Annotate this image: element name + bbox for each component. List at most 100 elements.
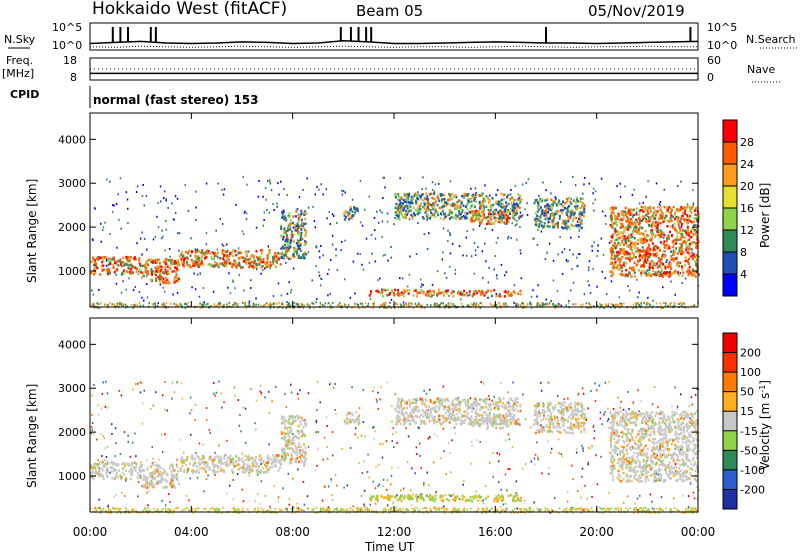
echo-cell xyxy=(673,217,676,221)
echo-speck xyxy=(379,209,381,212)
echo-cell xyxy=(232,263,235,266)
echo-cell xyxy=(657,256,660,260)
echo-cell xyxy=(249,257,252,260)
echo-cell xyxy=(576,220,579,223)
echo-cell xyxy=(296,222,299,225)
echo-speck xyxy=(204,467,206,470)
echo-cell xyxy=(635,213,638,216)
echo-speck xyxy=(381,456,384,459)
echo-speck xyxy=(168,493,170,496)
echo-cell xyxy=(690,230,693,233)
echo-cell xyxy=(158,265,161,269)
echo-speck xyxy=(373,217,376,219)
echo-cell xyxy=(425,197,428,201)
echo-cell xyxy=(158,279,161,283)
ground-scatter-cell xyxy=(419,304,421,307)
echo-cell xyxy=(618,261,621,265)
echo-cell xyxy=(689,219,692,223)
echo-cell xyxy=(222,257,225,260)
echo-speck xyxy=(442,385,445,388)
nave-tick-low: 0 xyxy=(707,71,714,84)
echo-cell xyxy=(578,217,581,221)
echo-speck xyxy=(550,192,552,195)
echo-cell xyxy=(643,270,646,273)
echo-cell xyxy=(648,255,651,259)
ground-scatter-cell xyxy=(580,303,582,306)
echo-cell xyxy=(668,247,671,250)
echo-cell xyxy=(468,210,471,214)
echo-cell xyxy=(102,477,105,481)
echo-cell xyxy=(104,464,107,467)
echo-cell xyxy=(481,214,484,218)
echo-cell xyxy=(297,245,300,249)
echo-cell xyxy=(665,258,668,262)
echo-cell xyxy=(626,236,629,239)
echo-cell xyxy=(518,194,521,198)
ground-scatter-cell xyxy=(477,303,480,306)
echo-cell xyxy=(291,235,294,239)
echo-cell xyxy=(504,216,507,219)
echo-cell xyxy=(624,274,627,278)
echo-speck xyxy=(152,404,154,407)
ground-scatter-cell xyxy=(548,301,551,304)
echo-cell xyxy=(281,256,284,259)
echo-speck xyxy=(510,237,512,240)
ground-scatter-cell xyxy=(538,302,540,305)
echo-cell xyxy=(164,265,167,269)
echo-cell xyxy=(190,259,193,262)
echo-cell xyxy=(443,212,446,215)
ground-scatter-cell xyxy=(217,304,219,307)
echo-cell xyxy=(173,269,176,273)
echo-cell xyxy=(95,262,98,266)
echo-cell xyxy=(640,271,643,275)
echo-speck xyxy=(635,278,638,281)
echo-cell xyxy=(611,226,614,230)
echo-cell xyxy=(652,260,655,264)
echo-cell xyxy=(668,206,671,209)
echo-speck xyxy=(195,219,197,221)
echo-cell xyxy=(637,242,639,246)
ground-scatter-cell xyxy=(481,302,483,305)
echo-speck xyxy=(587,280,589,283)
echo-cell xyxy=(262,260,265,264)
echo-cell xyxy=(430,211,433,215)
echo-speck xyxy=(597,244,599,247)
echo-cell xyxy=(477,219,480,222)
echo-cell xyxy=(142,468,144,472)
echo-speck xyxy=(627,285,629,288)
echo-speck xyxy=(546,251,548,254)
echo-cell xyxy=(127,259,130,263)
echo-cell xyxy=(639,238,642,241)
echo-cell xyxy=(125,469,127,472)
echo-cell xyxy=(544,205,547,208)
echo-cell xyxy=(548,207,551,211)
echo-speck xyxy=(335,248,337,251)
echo-cell xyxy=(177,263,179,266)
echo-speck xyxy=(444,405,446,408)
echo-cell xyxy=(627,222,630,225)
echo-cell xyxy=(281,254,284,257)
echo-speck xyxy=(276,205,278,208)
echo-cell xyxy=(553,201,556,204)
echo-cell xyxy=(292,254,295,257)
echo-speck xyxy=(570,289,572,292)
echo-cell xyxy=(407,292,410,295)
echo-speck xyxy=(428,420,431,423)
echo-speck xyxy=(537,228,539,231)
ground-scatter-cell xyxy=(546,302,548,305)
echo-speck xyxy=(141,381,143,384)
echo-cell xyxy=(102,468,105,472)
echo-cell xyxy=(614,260,617,264)
echo-cell xyxy=(420,289,423,292)
echo-speck xyxy=(264,396,266,399)
echo-cell xyxy=(154,261,157,264)
ground-scatter-cell xyxy=(673,304,676,307)
echo-speck xyxy=(304,419,306,422)
echo-speck xyxy=(290,383,292,386)
echo-cell xyxy=(286,237,289,241)
echo-speck xyxy=(513,284,516,287)
echo-cell xyxy=(251,254,254,257)
echo-speck xyxy=(658,479,661,482)
echo-speck xyxy=(516,219,518,222)
echo-speck xyxy=(430,295,432,298)
